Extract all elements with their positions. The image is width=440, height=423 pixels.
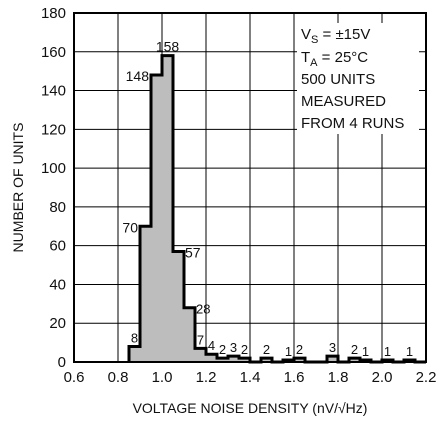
y-axis-tick-labels: 0 20 40 60 80 100 120 140 160 180 [41, 5, 66, 371]
annotation-measured: MEASURED [301, 93, 386, 110]
bar-data-label: 1 [362, 344, 369, 359]
y-tick-label: 80 [49, 199, 66, 216]
bar-data-label: 2 [219, 342, 226, 357]
annotation-background [297, 23, 419, 134]
y-axis-title: NUMBER OF UNITS [10, 123, 26, 253]
annotation-temperature: TA = 25°C [301, 49, 368, 69]
bar-data-label: 148 [126, 68, 150, 84]
bar-data-label: 2 [241, 342, 248, 357]
bar-data-label: 3 [230, 340, 237, 355]
bar-data-label: 3 [329, 340, 336, 355]
histogram-bar [184, 307, 195, 362]
y-tick-label: 100 [41, 160, 66, 177]
grid [73, 12, 427, 363]
annotation-block: VS = ±15V TA = 25°C 500 UNITS MEASURED F… [301, 26, 404, 132]
bar-data-label: 1 [384, 344, 391, 359]
bar-data-label: 1 [285, 344, 292, 359]
y-tick-label: 160 [41, 44, 66, 61]
x-tick-label: 1.4 [240, 369, 261, 386]
histogram-bar [327, 356, 338, 362]
x-tick-label: 0.6 [64, 369, 85, 386]
histogram-bar [129, 346, 140, 362]
histogram-bar [173, 251, 184, 362]
histogram-bar [239, 358, 250, 362]
y-tick-label: 140 [41, 83, 66, 100]
histogram-bar [294, 358, 305, 362]
x-axis-tick-labels: 0.6 0.8 1.0 1.2 1.4 1.6 1.8 2.0 2.2 [64, 369, 437, 386]
x-tick-label: 1.6 [284, 369, 305, 386]
histogram-bar [151, 75, 162, 363]
x-tick-label: 2.0 [372, 369, 393, 386]
histogram-bar [349, 358, 360, 362]
annotation-unit-count: 500 UNITS [301, 71, 375, 88]
x-tick-label: 0.8 [108, 369, 129, 386]
bar-data-label: 4 [208, 338, 215, 353]
bar-data-label: 2 [351, 342, 358, 357]
x-axis-title: VOLTAGE NOISE DENSITY (nV/√Hz) [133, 400, 368, 416]
bar-data-label: 28 [196, 302, 210, 317]
annotation-runs: FROM 4 RUNS [301, 115, 404, 132]
bar-data-label: 1 [406, 344, 413, 359]
histogram-bar [140, 226, 151, 362]
y-tick-label: 120 [41, 121, 66, 138]
bar-data-label: 8 [131, 330, 138, 345]
x-tick-label: 2.2 [416, 369, 437, 386]
histogram-bar [228, 356, 239, 362]
histogram-bar [162, 55, 173, 363]
histogram-bar [206, 354, 217, 362]
bar-data-label: 57 [185, 244, 201, 260]
bar-data-label: 2 [263, 342, 270, 357]
y-tick-label: 0 [58, 354, 66, 371]
annotation-supply-voltage: VS = ±15V [301, 26, 370, 46]
histogram-bar [195, 348, 206, 362]
bar-data-label: 7 [197, 332, 204, 347]
bar-data-label: 2 [296, 342, 303, 357]
y-tick-label: 20 [49, 315, 66, 332]
histogram-bar [217, 358, 228, 362]
x-tick-label: 1.2 [196, 369, 217, 386]
y-tick-label: 60 [49, 238, 66, 255]
y-tick-label: 40 [49, 276, 66, 293]
bar-data-label: 70 [122, 219, 138, 235]
bar-data-label: 158 [156, 39, 180, 55]
x-tick-label: 1.8 [328, 369, 349, 386]
histogram-bar [261, 358, 272, 362]
x-tick-label: 1.0 [152, 369, 173, 386]
y-tick-label: 180 [41, 5, 66, 22]
plot-frame [73, 12, 427, 363]
